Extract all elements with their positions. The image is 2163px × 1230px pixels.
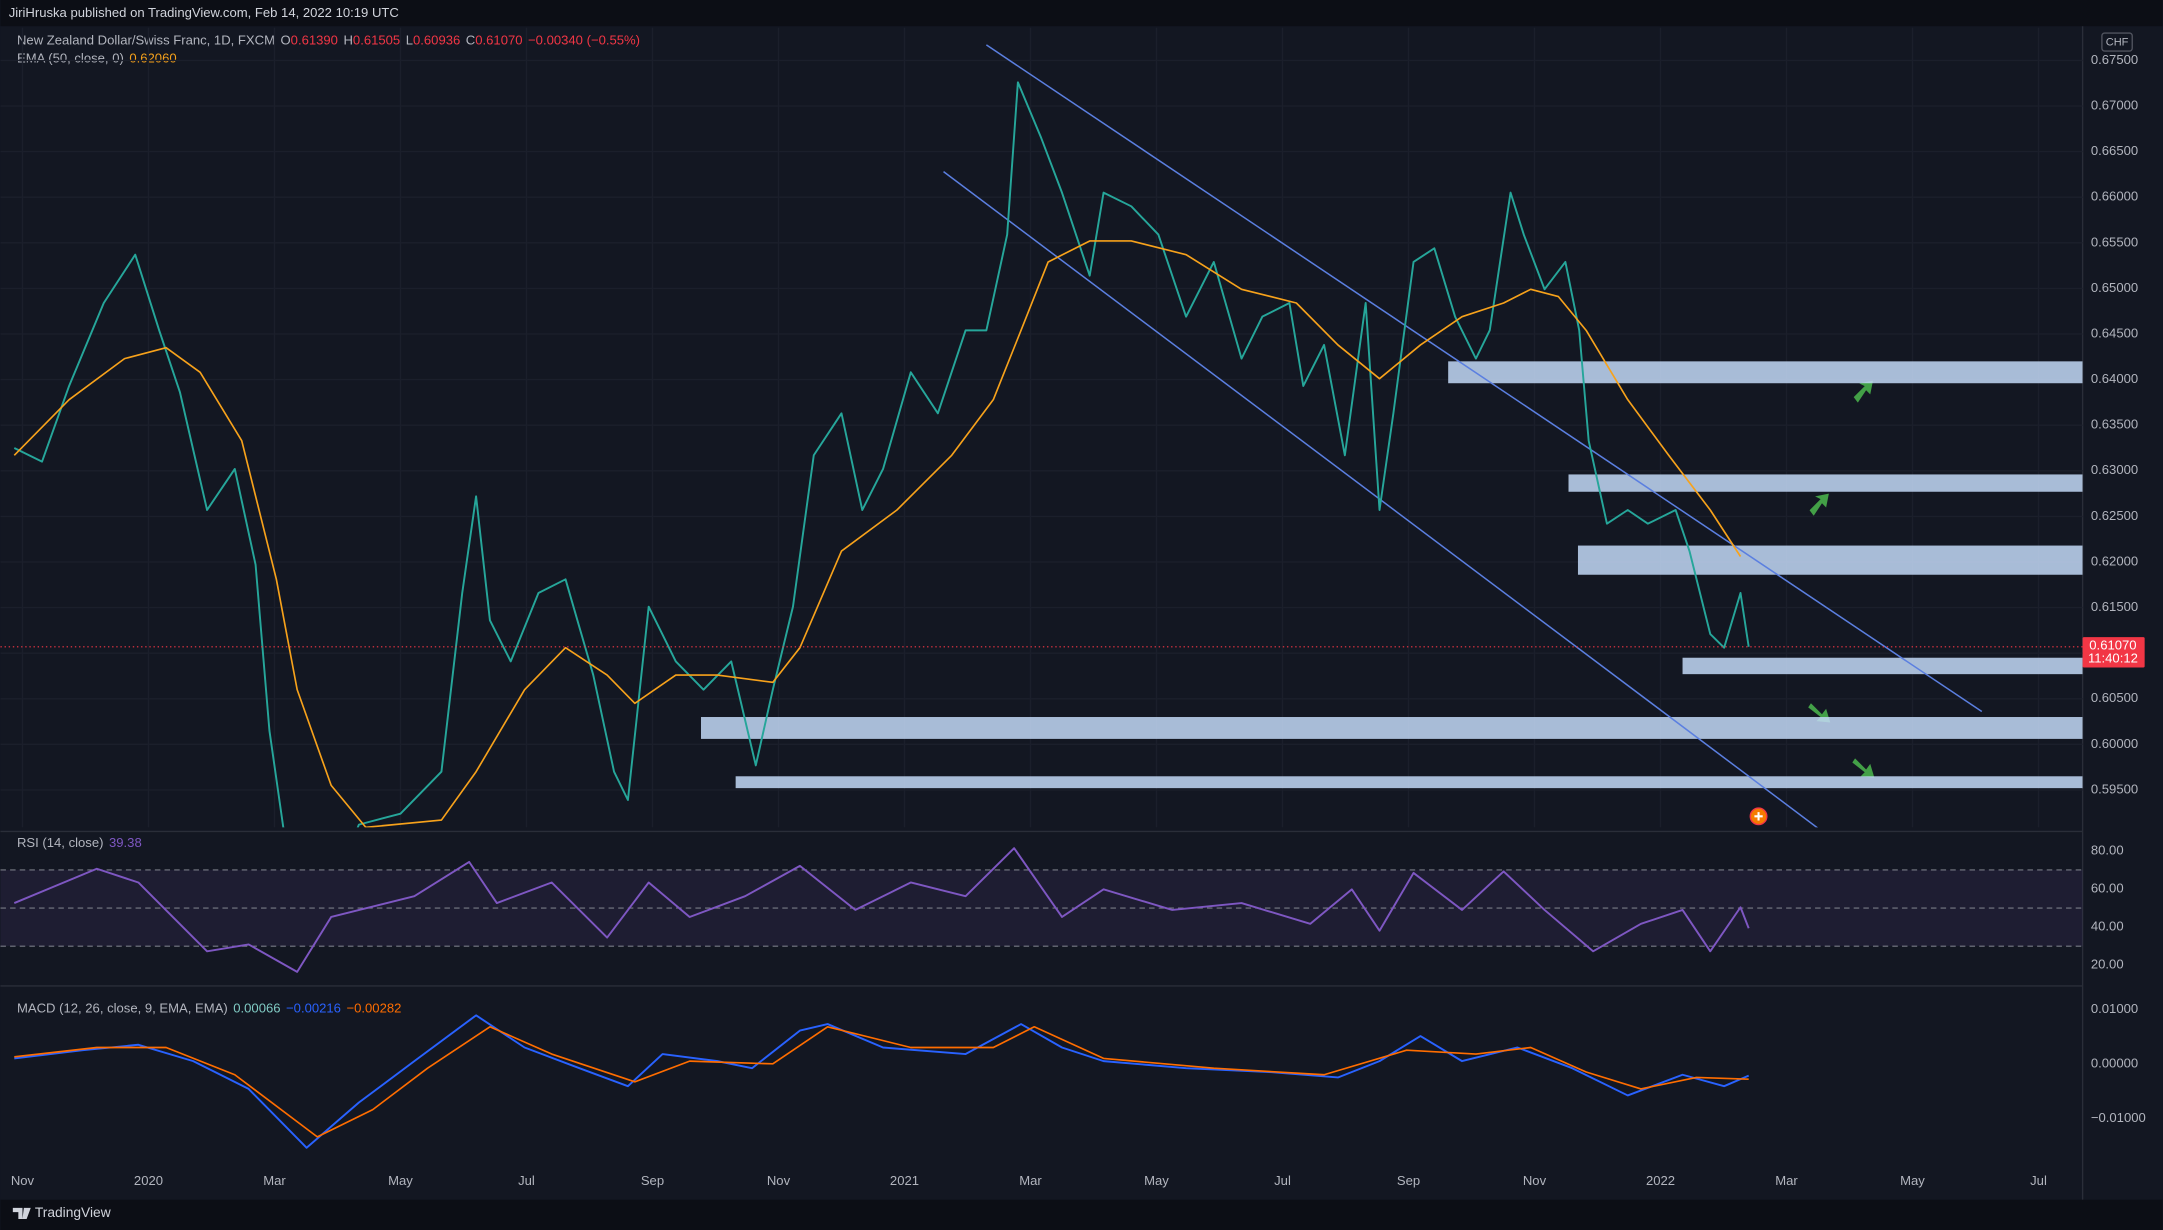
x-tick-label: Mar <box>1775 1173 1798 1188</box>
y-tick-label: 0.65000 <box>2091 280 2138 295</box>
ohlc-label: L <box>406 33 413 48</box>
countdown: 11:40:12 <box>2088 651 2138 666</box>
y-tick-label: 0.60000 <box>2091 736 2138 751</box>
y-tick-label: 0.63500 <box>2091 417 2138 432</box>
zone <box>1577 545 2083 575</box>
legend-rsi: RSI (14, close) 39.38 <box>17 835 142 850</box>
y-tick-label: 0.60500 <box>2091 690 2138 705</box>
y-tick-label: 0.66500 <box>2091 143 2138 158</box>
x-tick-label: Jul <box>2030 1173 2047 1188</box>
zone <box>700 717 2083 739</box>
ohlc-value: 0.61505 <box>353 33 400 48</box>
arrow-up <box>1809 493 1829 516</box>
pane <box>14 1014 1750 1149</box>
series-line <box>14 1025 1749 1138</box>
y-tick-label: 40.00 <box>2091 919 2124 934</box>
bottom-bar <box>0 1199 2163 1230</box>
macd-value: −0.00216 <box>286 1001 341 1016</box>
x-tick-label: Sep <box>641 1173 664 1188</box>
x-tick-label: Mar <box>263 1173 286 1188</box>
x-tick-label: 2022 <box>1646 1173 1675 1188</box>
y-tick-label: 0.67000 <box>2091 97 2138 112</box>
x-tick-label: Mar <box>1019 1173 1042 1188</box>
change: −0.00340 (−0.55%) <box>528 33 640 48</box>
channel-line <box>985 44 1983 713</box>
rsi-band <box>0 869 2083 947</box>
legend-ema: EMA (50, close, 0) 0.62060 <box>17 51 177 66</box>
y-tick-label: 80.00 <box>2091 842 2124 857</box>
series-line <box>13 240 1742 828</box>
ohlc-label: H <box>343 33 352 48</box>
signal-value: −0.00282 <box>346 1001 401 1016</box>
y-tick-label: 0.64000 <box>2091 371 2138 386</box>
macd-name: MACD (12, 26, close, 9, EMA, EMA) <box>17 1001 228 1016</box>
x-tick-label: 2021 <box>890 1173 919 1188</box>
y-tick-label: 0.59500 <box>2091 781 2138 796</box>
last-price-label: 0.61070 <box>2089 638 2136 653</box>
x-tick-label: May <box>1144 1173 1169 1188</box>
rsi-name: RSI (14, close) <box>17 835 104 850</box>
legend-main: New Zealand Dollar/Swiss Franc, 1D, FXCM… <box>17 33 640 48</box>
ohlc-label: C <box>466 33 475 48</box>
arrow-up <box>1853 380 1874 403</box>
pane <box>0 847 2083 973</box>
x-tick-label: 2020 <box>134 1173 163 1188</box>
hist-value: 0.00066 <box>233 1001 280 1016</box>
arrow-down <box>1852 758 1875 778</box>
y-tick-label: −0.01000 <box>2091 1110 2146 1125</box>
y-tick-label: 0.67500 <box>2091 52 2138 67</box>
x-tick-label: Sep <box>1397 1173 1420 1188</box>
y-tick-label: 0.65500 <box>2091 234 2138 249</box>
zone <box>1448 361 2083 384</box>
rsi-value: 39.38 <box>109 835 142 850</box>
ohlc-label: O <box>280 33 290 48</box>
currency: CHF <box>2106 37 2129 49</box>
x-tick-label: Jul <box>1274 1173 1291 1188</box>
legend-macd: MACD (12, 26, close, 9, EMA, EMA) 0.00066… <box>17 1001 401 1016</box>
event-icon-plus <box>1754 812 1763 821</box>
price-line <box>13 847 1750 973</box>
zone <box>1682 657 2083 675</box>
x-tick-label: Nov <box>767 1173 791 1188</box>
brand: TradingView <box>35 1205 111 1220</box>
price-line <box>13 81 1750 828</box>
ema-name: EMA (50, close, 0) <box>17 51 124 66</box>
y-tick-label: 60.00 <box>2091 880 2124 895</box>
x-tick-label: Nov <box>11 1173 35 1188</box>
ohlc-value: 0.60936 <box>413 33 460 48</box>
x-tick-label: May <box>388 1173 413 1188</box>
last-price-box <box>2082 637 2145 668</box>
price-line <box>14 1014 1750 1149</box>
y-tick-label: 0.61500 <box>2091 599 2138 614</box>
zone <box>1568 474 2083 492</box>
currency-box <box>2101 32 2133 52</box>
x-tick-label: Jul <box>518 1173 535 1188</box>
y-tick-label: 20.00 <box>2091 957 2124 972</box>
pane <box>0 27 2083 828</box>
y-tick-label: 0.62000 <box>2091 553 2138 568</box>
ohlc-value: 0.61390 <box>291 33 338 48</box>
ohlc-value: 0.61070 <box>475 33 522 48</box>
x-tick-label: May <box>1900 1173 1925 1188</box>
y-tick-label: 0.64500 <box>2091 325 2138 340</box>
brand-logo <box>12 1207 31 1219</box>
ema-value: 0.62060 <box>129 51 176 66</box>
y-tick-label: 0.63000 <box>2091 462 2138 477</box>
y-tick-label: 0.01000 <box>2091 1001 2138 1016</box>
top-bar <box>0 0 2163 27</box>
symbol: New Zealand Dollar/Swiss Franc, 1D, FXCM <box>17 33 275 48</box>
y-tick-label: 0.62500 <box>2091 508 2138 523</box>
x-tick-label: Nov <box>1523 1173 1547 1188</box>
zone <box>735 776 2083 789</box>
published: JiriHruska published on TradingView.com,… <box>9 5 399 20</box>
y-tick-label: 0.66000 <box>2091 189 2138 204</box>
y-tick-label: 0.00000 <box>2091 1055 2138 1070</box>
